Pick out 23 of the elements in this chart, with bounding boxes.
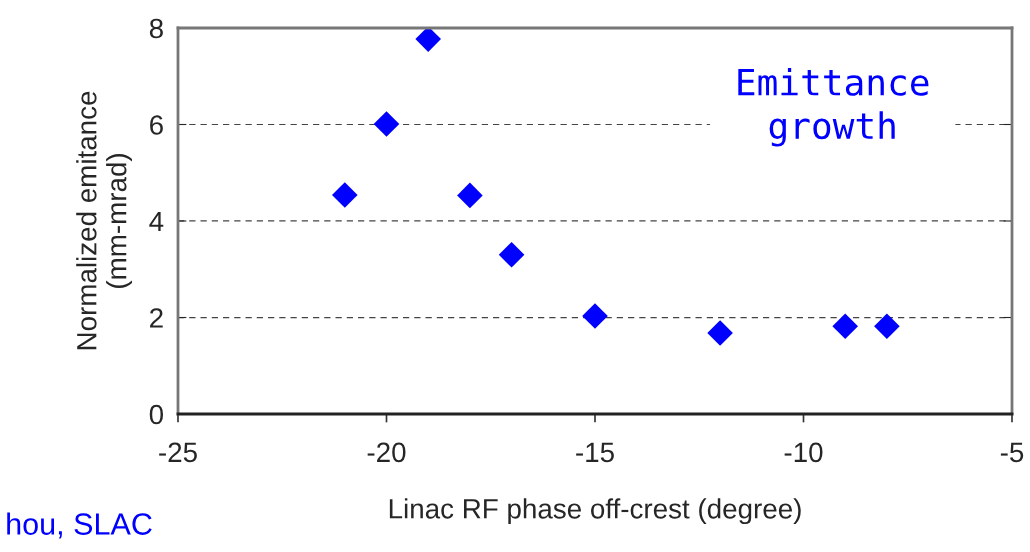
y-tick-label: 6 bbox=[150, 115, 163, 135]
text: hou, SLAC bbox=[7, 512, 152, 539]
x-tick-label: -15 bbox=[576, 442, 614, 463]
point bbox=[582, 303, 608, 329]
x-tick-label: -5 bbox=[1000, 442, 1024, 463]
point bbox=[707, 320, 733, 346]
point bbox=[415, 28, 441, 52]
point bbox=[373, 111, 400, 137]
x-axis-title: Linac RF phase off-crest (degree) bbox=[389, 498, 801, 525]
annotation: Emittance growth bbox=[738, 67, 929, 147]
point bbox=[457, 182, 483, 209]
y-axis-title: Normalized emitance (mm-mrad) bbox=[76, 91, 132, 350]
y-tick-label: 2 bbox=[150, 308, 163, 328]
y-tick-label: 4 bbox=[149, 211, 164, 232]
point bbox=[874, 313, 900, 339]
x-tick-label: -10 bbox=[784, 442, 823, 463]
x-tick-label: -25 bbox=[159, 442, 197, 463]
point bbox=[832, 313, 858, 339]
point bbox=[498, 241, 525, 268]
y-tick-label: 8 bbox=[149, 18, 163, 39]
point bbox=[332, 182, 358, 208]
y-tick-label: 0 bbox=[149, 404, 164, 425]
x-tick-label: -20 bbox=[367, 442, 406, 463]
